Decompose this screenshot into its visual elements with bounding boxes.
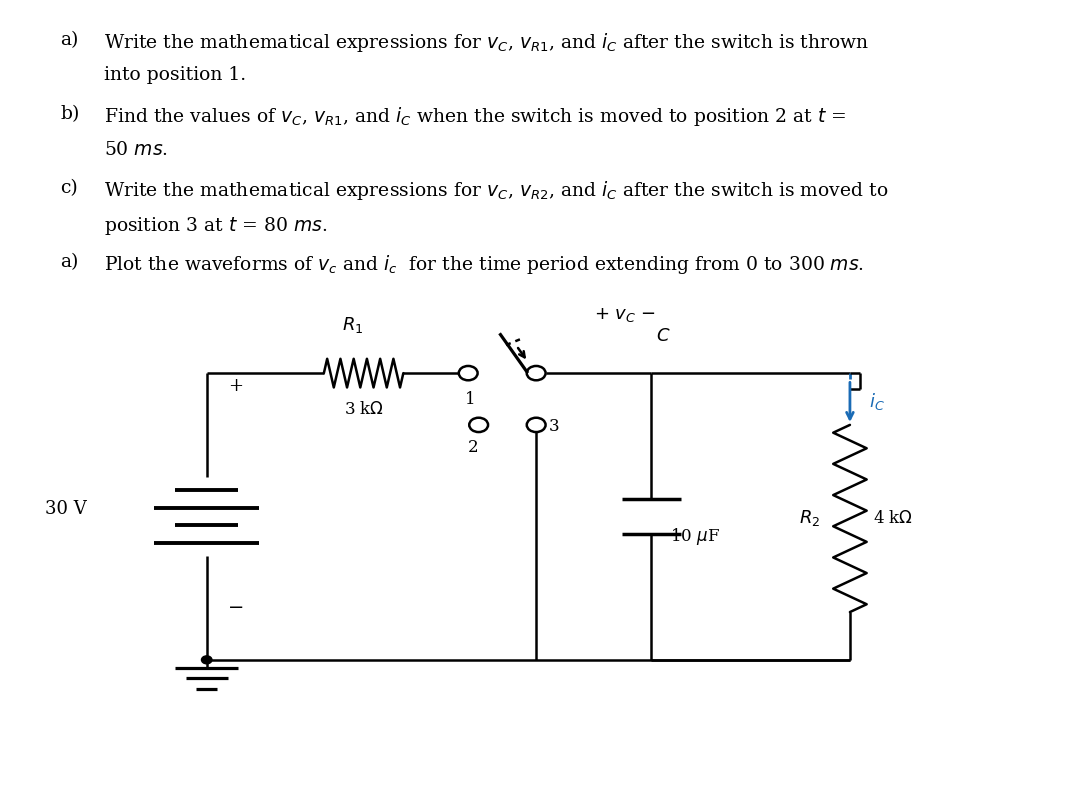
Text: $R_2$: $R_2$ [799, 508, 821, 529]
Text: 2: 2 [468, 439, 478, 456]
Text: −: − [228, 599, 244, 617]
Text: Plot the waveforms of $v_c$ and $i_c$  for the time period extending from 0 to 3: Plot the waveforms of $v_c$ and $i_c$ fo… [105, 253, 864, 276]
Text: Write the mathematical expressions for $v_C$, $v_{R1}$, and $i_C$ after the swit: Write the mathematical expressions for $… [105, 30, 869, 54]
Text: 10 $\mu$F: 10 $\mu$F [670, 526, 720, 547]
Text: $+$ $v_C$ $-$: $+$ $v_C$ $-$ [594, 306, 656, 324]
Text: 4 k$\Omega$: 4 k$\Omega$ [873, 510, 913, 527]
Text: Find the values of $v_C$, $v_{R1}$, and $i_C$ when the switch is moved to positi: Find the values of $v_C$, $v_{R1}$, and … [105, 105, 847, 128]
Text: $i_C$: $i_C$ [868, 391, 885, 411]
Text: a): a) [60, 30, 79, 49]
Text: a): a) [60, 253, 79, 271]
Text: 30 V: 30 V [44, 500, 86, 517]
Text: +: + [228, 377, 243, 395]
Text: $C$: $C$ [657, 327, 671, 345]
Text: 1: 1 [465, 391, 475, 407]
Text: into position 1.: into position 1. [105, 67, 246, 84]
Text: 50 $ms$.: 50 $ms$. [105, 140, 168, 159]
Text: c): c) [60, 179, 78, 196]
Text: b): b) [60, 105, 80, 123]
Text: Write the mathematical expressions for $v_C$, $v_{R2}$, and $i_C$ after the swit: Write the mathematical expressions for $… [105, 179, 889, 202]
Text: 3 k$\Omega$: 3 k$\Omega$ [343, 401, 383, 418]
Text: 3: 3 [549, 418, 559, 435]
Text: position 3 at $t$ = 80 $ms$.: position 3 at $t$ = 80 $ms$. [105, 215, 327, 237]
Circle shape [202, 656, 212, 664]
Text: $R_1$: $R_1$ [342, 315, 364, 335]
